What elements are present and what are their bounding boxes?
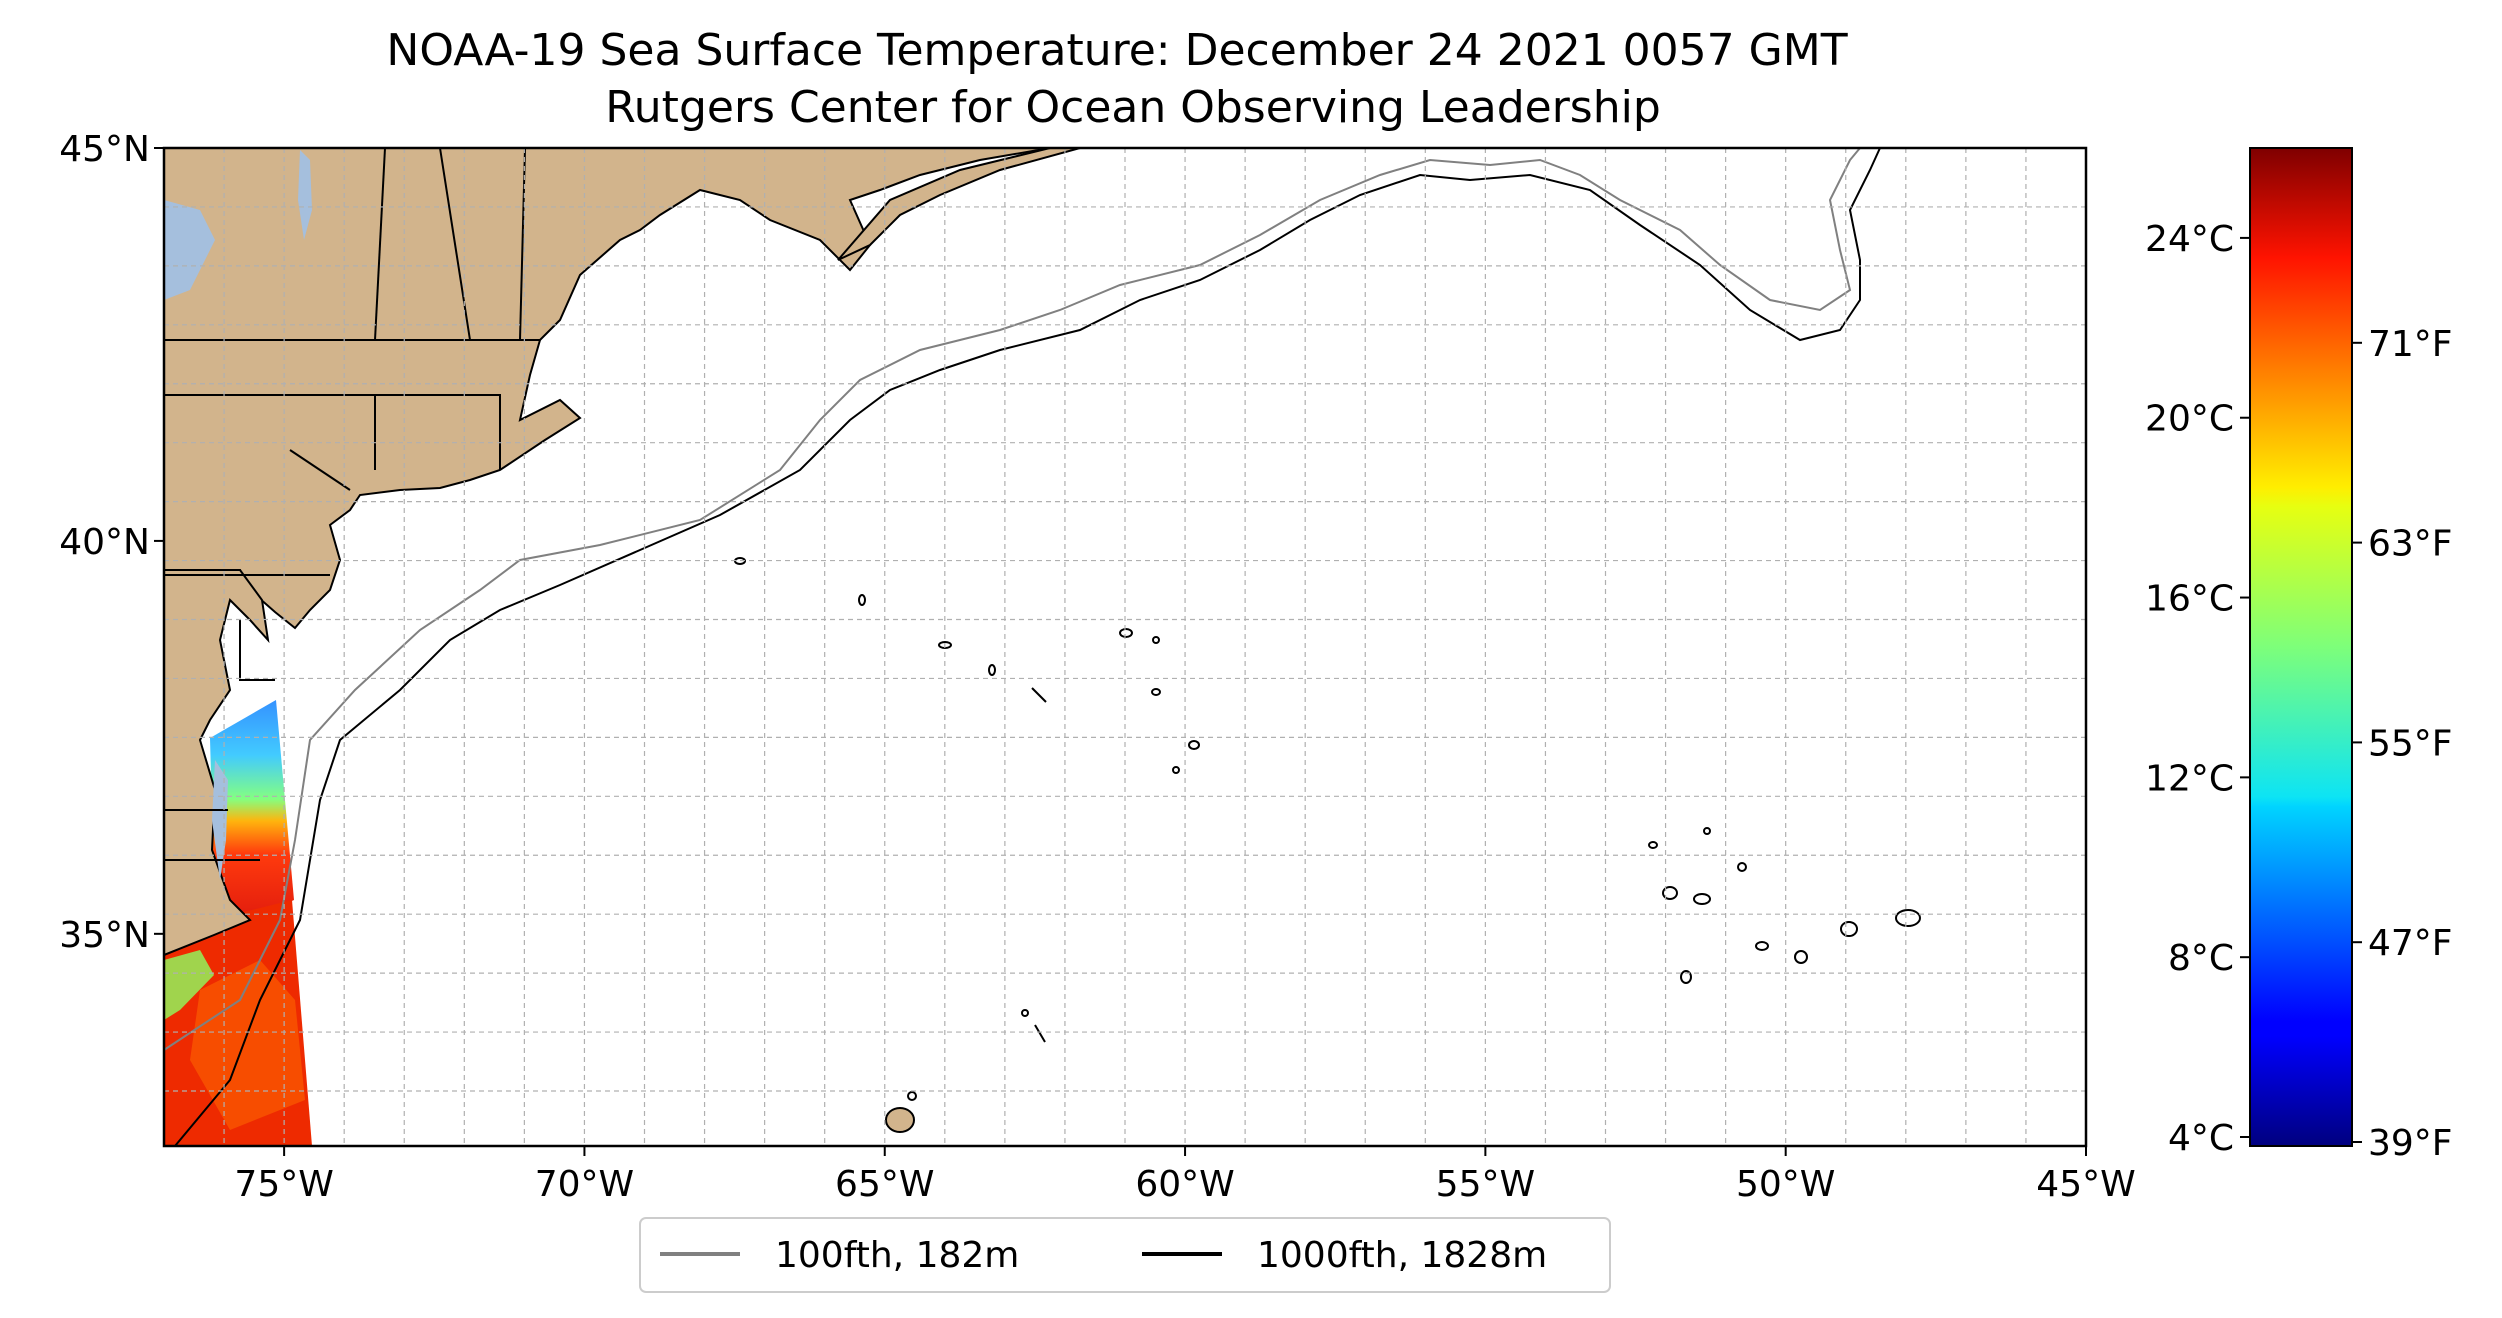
lon-tick-label: 65°W xyxy=(835,1164,934,1205)
land-us-midatlantic xyxy=(164,569,270,957)
isobath-1000fth xyxy=(174,148,1881,1146)
lake-champlain xyxy=(298,150,312,240)
lat-tick-label: 35°N xyxy=(59,915,150,956)
map-area: 45°N 40°N 35°N 75°W 70°W 65°W 60°W 55°W 50°W 45°… xyxy=(59,129,2135,1205)
lon-tick-label: 60°W xyxy=(1135,1164,1234,1205)
lon-tick-group: 75°W 70°W 65°W 60°W 55°W 50°W 45°W xyxy=(234,1146,2136,1205)
state-borders xyxy=(164,148,526,861)
colorbar-fahrenheit-label: 55°F xyxy=(2368,723,2453,764)
land-us-northeast xyxy=(164,339,582,630)
lake-ontario-fringe xyxy=(164,200,215,300)
gridlines xyxy=(164,148,2086,1146)
colorbar-celsius-label: 24°C xyxy=(2145,219,2234,260)
colorbar: 24°C 20°C 16°C 12°C 8°C 4°C 71°F 63°F 55°F 47°F 3… xyxy=(2145,147,2453,1164)
lon-tick-label: 55°W xyxy=(1436,1164,1535,1205)
legend-box xyxy=(639,1217,1611,1293)
colorbar-fahrenheit-ticks: 71°F 63°F 55°F 47°F 39°F xyxy=(2352,324,2453,1164)
colorbar-celsius-label: 4°C xyxy=(2168,1118,2234,1159)
lon-tick-label: 75°W xyxy=(234,1164,333,1205)
legend-label-100fth: 100fth, 182m xyxy=(775,1235,1019,1276)
legend-label-1000fth: 1000fth, 1828m xyxy=(1257,1235,1547,1276)
lon-tick-label: 50°W xyxy=(1736,1164,1835,1205)
sst-swath-north xyxy=(210,700,294,920)
colorbar-fahrenheit-label: 39°F xyxy=(2368,1123,2453,1164)
lat-tick-group: 45°N 40°N 35°N xyxy=(59,129,164,956)
colorbar-celsius-label: 20°C xyxy=(2145,399,2234,440)
land-canada xyxy=(164,148,1051,341)
lat-tick-label: 45°N xyxy=(59,129,150,170)
colorbar-gradient xyxy=(2249,147,2353,1147)
colorbar-celsius-label: 12°C xyxy=(2145,758,2234,799)
colorbar-fahrenheit-label: 71°F xyxy=(2368,324,2453,365)
colorbar-fahrenheit-label: 63°F xyxy=(2368,524,2453,565)
legend: 100fth, 182m 1000fth, 1828m xyxy=(639,1217,1611,1293)
sst-swath-nearshore xyxy=(164,950,214,1020)
colorbar-celsius-label: 16°C xyxy=(2145,579,2234,620)
map-frame xyxy=(162,146,2088,1148)
lat-tick-label: 40°N xyxy=(59,522,150,563)
colorbar-fahrenheit-label: 47°F xyxy=(2368,923,2453,964)
map-title: NOAA-19 Sea Surface Temperature: Decembe… xyxy=(386,25,1847,76)
colorbar-celsius-label: 8°C xyxy=(2168,938,2234,979)
sst-swath-warm-core xyxy=(190,960,305,1130)
isobath-100fth xyxy=(164,148,1861,1051)
lon-tick-label: 70°W xyxy=(535,1164,634,1205)
seamounts xyxy=(734,557,1921,1133)
colorbar-celsius-ticks: 24°C 20°C 16°C 12°C 8°C 4°C xyxy=(2145,219,2250,1159)
map-subtitle: Rutgers Center for Ocean Observing Leade… xyxy=(605,82,1661,133)
lon-tick-label: 45°W xyxy=(2036,1164,2135,1205)
